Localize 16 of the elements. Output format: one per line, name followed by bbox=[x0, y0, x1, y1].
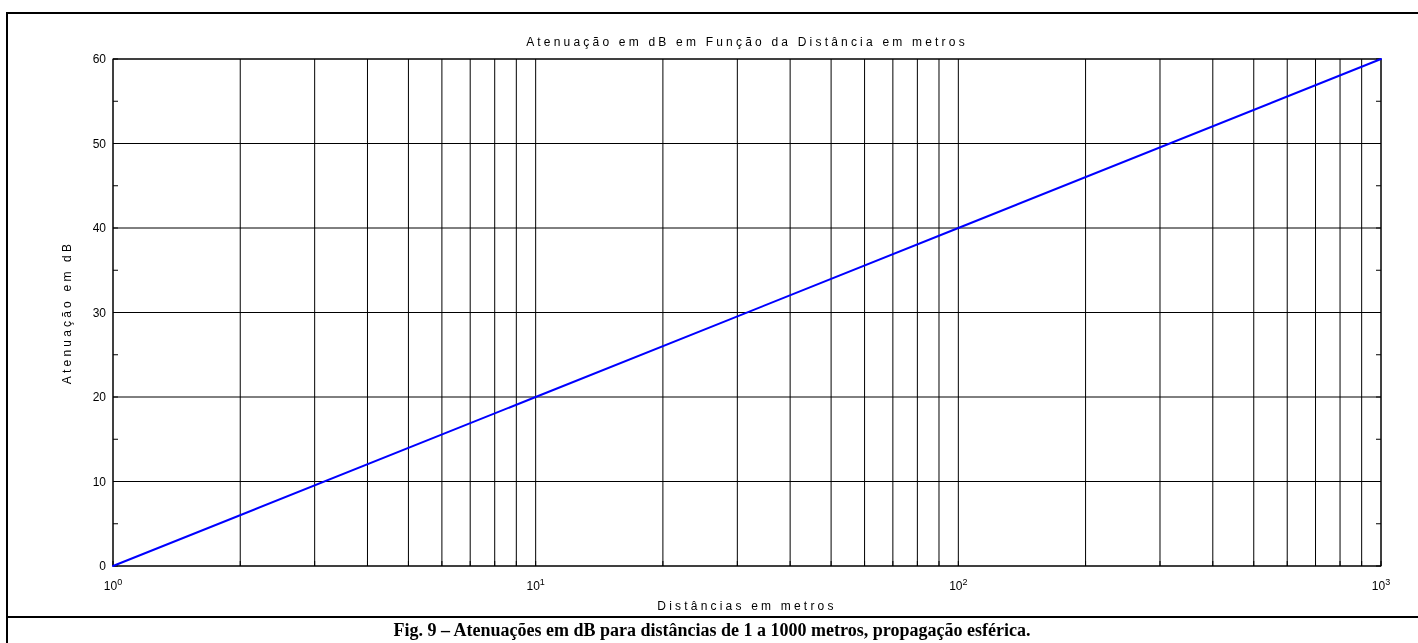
y-tick-label: 20 bbox=[92, 390, 107, 405]
line-series bbox=[112, 58, 1382, 567]
caption: Fig. 9 – Atenuações em dB para distâncias de 1 a 1000 metros, propagação esférica. bbox=[393, 620, 1031, 640]
x-tick-label: 10$^{2}$ bbox=[949, 577, 968, 593]
y-tick-label: 60 bbox=[92, 52, 107, 67]
y-tick-label: 30 bbox=[92, 305, 107, 320]
x-tick-label: 10$^{0}$ bbox=[103, 577, 123, 593]
x-axis-title: Distâncias em metros bbox=[657, 599, 837, 613]
y-tick-label: 40 bbox=[92, 221, 107, 236]
y-tick-label: 50 bbox=[92, 136, 107, 151]
y-tick-label: 0 bbox=[99, 559, 107, 574]
y-axis-title: Atenuação em dB bbox=[60, 240, 74, 385]
y-tick-label: 10 bbox=[92, 474, 107, 489]
x-tick-label: 10$^{3}$ bbox=[1371, 577, 1391, 593]
chart-title: Atenuação em dB em Função da Distância em metros bbox=[526, 35, 968, 49]
x-tick-label: 10$^{1}$ bbox=[526, 577, 545, 593]
